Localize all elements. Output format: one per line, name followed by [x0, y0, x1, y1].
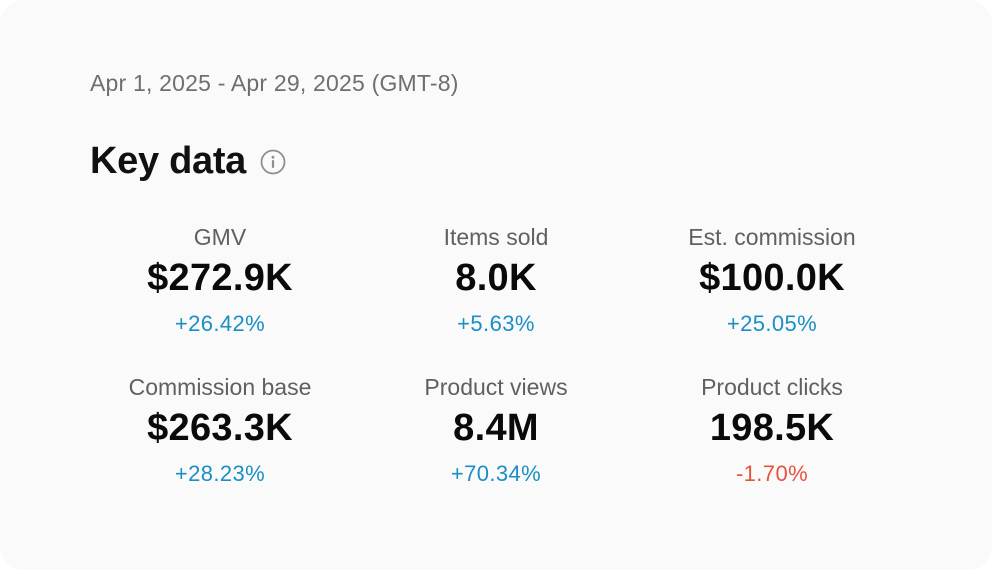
metric-product-clicks[interactable]: Product clicks 198.5K -1.70%	[634, 372, 910, 522]
section-header: Key data	[90, 140, 286, 183]
metric-label: Product clicks	[701, 374, 843, 400]
metric-label: Items sold	[443, 224, 549, 250]
metric-commission-base[interactable]: Commission base $263.3K +28.23%	[82, 372, 358, 522]
metric-value: 8.4M	[453, 407, 539, 449]
metric-label: Commission base	[128, 374, 312, 400]
metric-value: 8.0K	[455, 257, 537, 299]
metric-label: Product views	[424, 374, 568, 400]
metric-value: $272.9K	[147, 257, 293, 299]
section-title: Key data	[90, 140, 247, 182]
metric-value: 198.5K	[709, 407, 835, 449]
info-icon[interactable]	[260, 149, 286, 175]
metric-value: $263.3K	[147, 407, 293, 449]
metric-change: -1.70%	[735, 461, 809, 486]
metric-change: +70.34%	[450, 461, 542, 486]
metric-label: Est. commission	[688, 224, 856, 250]
metrics-grid: GMV $272.9K +26.42% Items sold 8.0K +5.6…	[82, 222, 910, 522]
date-range: Apr 1, 2025 - Apr 29, 2025 (GMT-8)	[90, 70, 459, 96]
metric-items-sold[interactable]: Items sold 8.0K +5.63%	[358, 222, 634, 372]
metric-est-commission[interactable]: Est. commission $100.0K +25.05%	[634, 222, 910, 372]
metric-change: +28.23%	[174, 461, 266, 486]
metric-change: +5.63%	[457, 311, 535, 336]
metric-product-views[interactable]: Product views 8.4M +70.34%	[358, 372, 634, 522]
metric-change: +25.05%	[726, 311, 818, 336]
metric-change: +26.42%	[174, 311, 266, 336]
metric-gmv[interactable]: GMV $272.9K +26.42%	[82, 222, 358, 372]
metric-value: $100.0K	[699, 257, 845, 299]
metric-label: GMV	[193, 224, 247, 250]
